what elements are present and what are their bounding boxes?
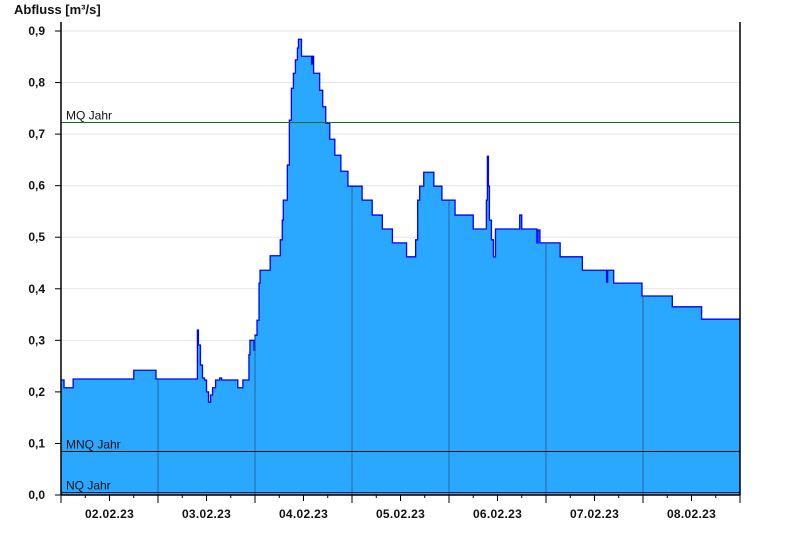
y-tick-label: 0,5 [28,230,45,244]
y-tick-label: 0,2 [28,385,45,399]
y-tick-label: 0,1 [28,436,45,450]
y-tick-label: 0,0 [28,488,45,502]
reference-line-label: MNQ Jahr [66,438,121,452]
x-tick-label: 03.02.23 [182,507,231,521]
axes: 0,0 0,1 0,2 0,3 0,4 0,5 0,6 0,7 0,8 0,9 02.02.23 03… [28,22,741,521]
y-tick-label: 0,6 [28,179,45,193]
y-tick-label: 0,3 [28,333,45,347]
y-tick-label: 0,7 [28,127,45,141]
discharge-line [61,38,740,403]
discharge-area [61,38,740,495]
discharge-fill [61,39,740,495]
y-tick-label: 0,9 [28,24,45,38]
x-tick-label: 05.02.23 [376,507,425,521]
day-lines [157,187,644,495]
x-tick-label: 06.02.23 [473,507,522,521]
y-tick-label: 0,4 [28,282,45,296]
x-tick-label: 02.02.23 [85,507,134,521]
x-tick-label: 07.02.23 [570,507,619,521]
y-tick-label: 0,8 [28,76,45,90]
reference-lines: MQ Jahr MNQ Jahr NQ Jahr [61,109,740,493]
x-tick-label: 04.02.23 [279,507,328,521]
x-tick-label: 08.02.23 [667,507,716,521]
reference-line-label: NQ Jahr [66,479,111,493]
y-axis-title: Abfluss [m³/s] [14,2,101,17]
reference-line-label: MQ Jahr [66,109,112,123]
